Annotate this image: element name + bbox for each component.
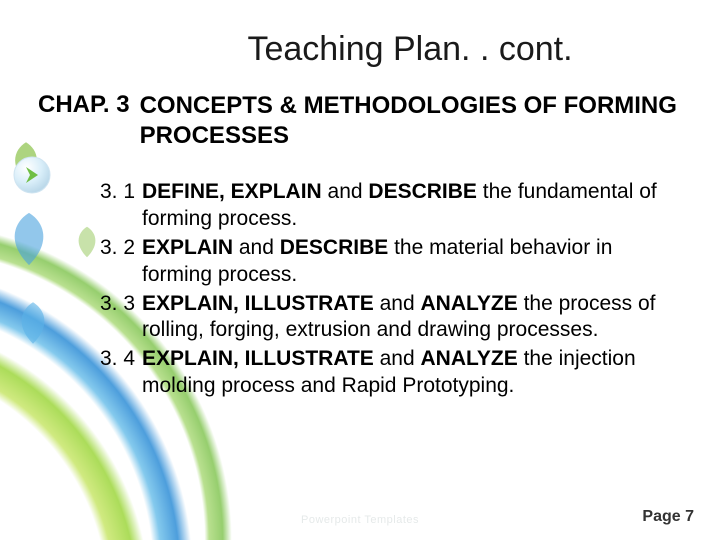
chapter-row: CHAP. 3 CONCEPTS & METHODOLOGIES OF FORM… [38, 91, 690, 151]
list-item: 3. 3 EXPLAIN, ILLUSTRATE and ANALYZE the… [100, 291, 670, 345]
page-footer: Page 7 [642, 508, 694, 526]
slide-title: Teaching Plan. . cont. [150, 30, 670, 69]
item-text: EXPLAIN and DESCRIBE the material behavi… [142, 235, 670, 289]
chapter-heading: CONCEPTS & METHODOLOGIES OF FORMING PROC… [140, 91, 690, 151]
chapter-label: CHAP. 3 [38, 91, 130, 119]
item-number: 3. 3 [100, 291, 142, 318]
objectives-list: 3. 1 DEFINE, EXPLAIN and DESCRIBE the fu… [100, 179, 670, 400]
list-item: 3. 4 EXPLAIN, ILLUSTRATE and ANALYZE the… [100, 346, 670, 400]
item-text: EXPLAIN, ILLUSTRATE and ANALYZE the proc… [142, 291, 670, 345]
page-label: Page [642, 508, 680, 525]
item-text: EXPLAIN, ILLUSTRATE and ANALYZE the inje… [142, 346, 670, 400]
item-number: 3. 2 [100, 235, 142, 262]
list-item: 3. 1 DEFINE, EXPLAIN and DESCRIBE the fu… [100, 179, 670, 233]
item-number: 3. 1 [100, 179, 142, 206]
item-number: 3. 4 [100, 346, 142, 373]
list-item: 3. 2 EXPLAIN and DESCRIBE the material b… [100, 235, 670, 289]
item-text: DEFINE, EXPLAIN and DESCRIBE the fundame… [142, 179, 670, 233]
page-number: 7 [685, 508, 694, 525]
slide: Teaching Plan. . cont. CHAP. 3 CONCEPTS … [0, 0, 720, 540]
